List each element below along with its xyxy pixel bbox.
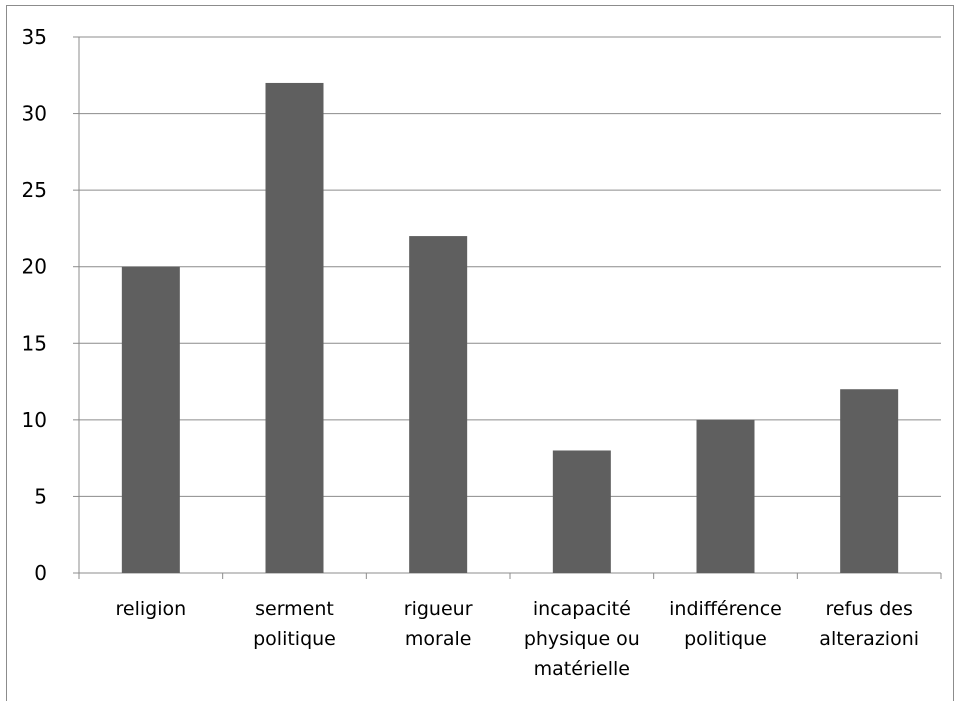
bar	[552, 450, 611, 573]
y-tick-label: 5	[34, 484, 47, 508]
bars	[121, 82, 899, 574]
y-tick-label: 35	[22, 25, 47, 49]
x-category-label-line: serment	[255, 598, 334, 620]
x-category-label: religion	[116, 598, 187, 620]
y-tick-label: 0	[34, 561, 47, 585]
x-category-label-line: physique ou	[524, 628, 640, 650]
axes	[73, 36, 942, 579]
y-tick-label: 25	[22, 178, 47, 202]
x-category-label-line: matérielle	[534, 658, 630, 680]
bar	[409, 236, 468, 574]
bar	[265, 82, 324, 573]
y-tick-label: 10	[22, 408, 47, 432]
chart-frame	[6, 5, 954, 701]
bar	[696, 419, 755, 573]
y-tick-label: 30	[22, 102, 47, 126]
x-category-label-line: indifférence	[669, 598, 782, 620]
x-category-label-line: alterazioni	[819, 628, 919, 650]
y-tick-label: 20	[22, 255, 47, 279]
y-tick-label: 15	[22, 331, 47, 355]
x-category-label: refus des alterazioni	[819, 598, 919, 650]
x-category-label-line: politique	[684, 628, 767, 650]
labels: 0 5 10 15 20 25 30 35 religion serment politique ri…	[22, 25, 919, 680]
bar	[840, 389, 899, 573]
x-category-label-line: rigueur	[404, 598, 473, 620]
x-category-label: serment politique	[253, 598, 336, 650]
x-category-label-line: refus des	[825, 598, 912, 620]
x-category-label-line: morale	[405, 628, 472, 650]
x-category-label: incapacité physique ou matérielle	[524, 598, 640, 680]
x-category-label-line: politique	[253, 628, 336, 650]
x-category-label: rigueur morale	[404, 598, 473, 650]
bar	[121, 266, 180, 573]
x-category-label: indifférence politique	[669, 598, 782, 650]
gridlines	[79, 36, 941, 497]
x-category-label-line: incapacité	[533, 598, 631, 620]
x-category-label-line: religion	[116, 598, 187, 620]
